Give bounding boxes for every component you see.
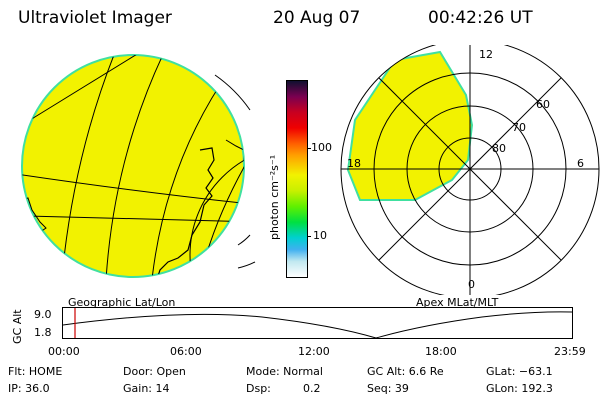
info-glat: GLat: −63.1 [486, 365, 553, 378]
colorbar-tick-mark [307, 148, 311, 149]
colorbar-tick-mark [307, 236, 311, 237]
mlt-label-12: 12 [479, 48, 493, 61]
date-label: 20 Aug 07 [273, 8, 361, 28]
time-tick-1200: 12:00 [298, 345, 330, 358]
left-panel-label: Geographic Lat/Lon [68, 296, 176, 309]
time-tick-0000: 00:00 [48, 345, 80, 358]
geographic-image [21, 54, 256, 278]
time-label: 00:42:26 UT [428, 8, 533, 28]
color-scale-bar [286, 80, 308, 278]
mlat-label-60: 60 [536, 98, 550, 111]
mlt-label-0: 0 [468, 278, 475, 291]
info-dsp-value: 0.2 [303, 382, 321, 395]
info-flt: Flt: HOME [8, 365, 63, 378]
info-gc-alt: GC Alt: 6.6 Re [367, 365, 444, 378]
altitude-curve [62, 311, 573, 339]
earth-disk [21, 54, 245, 278]
mlat-label-80: 80 [492, 142, 506, 155]
info-seq: Seq: 39 [367, 382, 409, 395]
altitude-tick-9: 9.0 [34, 308, 52, 321]
info-glon: GLon: 192.3 [486, 382, 553, 395]
info-gain: Gain: 14 [123, 382, 170, 395]
time-tick-0600: 06:00 [170, 345, 202, 358]
app-title: Ultraviolet Imager [18, 8, 172, 28]
time-tick-2359: 23:59 [554, 345, 586, 358]
auroral-oval-fill [346, 50, 474, 201]
right-panel-label: Apex MLat/MLT [416, 296, 499, 309]
altitude-tick-1.8: 1.8 [34, 326, 52, 339]
info-dsp-label: Dsp: [246, 382, 271, 395]
mlt-label-18: 18 [347, 157, 361, 170]
mlat-label-70: 70 [512, 121, 526, 134]
altitude-plot-frame [62, 307, 573, 339]
colorbar-tick-100: 100 [311, 141, 332, 154]
colorbar-tick-10: 10 [313, 229, 327, 242]
info-ip: IP: 36.0 [8, 382, 50, 395]
altitude-axis-label: GC Alt [11, 309, 24, 344]
apex-polar-plot [340, 45, 600, 295]
altitude-plot [62, 307, 573, 339]
mlt-label-6: 6 [577, 157, 584, 170]
time-tick-1800: 18:00 [425, 345, 457, 358]
colorbar-unit-label: photon cm⁻²s⁻¹ [268, 154, 281, 240]
info-door: Door: Open [123, 365, 186, 378]
info-mode: Mode: Normal [246, 365, 323, 378]
polar-grid [340, 45, 600, 295]
